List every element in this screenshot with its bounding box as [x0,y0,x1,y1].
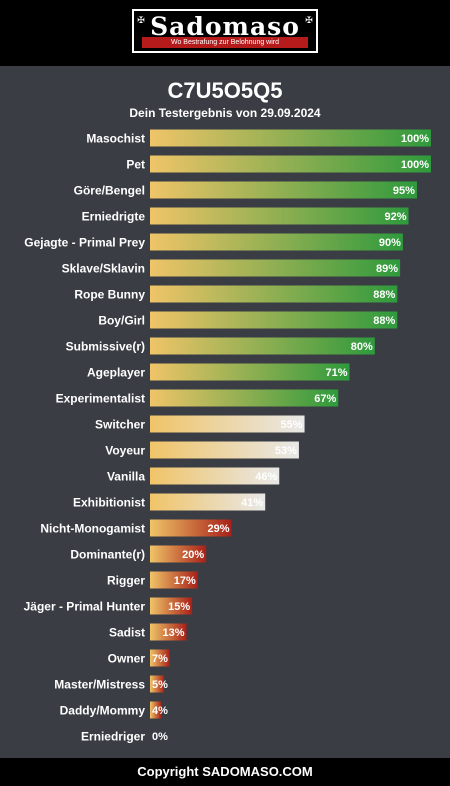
bar [150,545,207,563]
value-label: 5% [152,679,168,691]
value-label: 55% [281,419,303,431]
category-label: Pet [126,158,145,172]
category-label: Dominante(r) [70,548,145,562]
footer-copyright: Copyright SADOMASO.COM [0,758,450,786]
value-label: 67% [314,393,336,405]
value-label: 80% [351,341,373,353]
bar [150,207,409,225]
value-label: 71% [325,367,347,379]
category-label: Nicht-Monogamist [40,522,145,536]
category-label: Switcher [95,418,145,432]
value-label: 46% [255,471,277,483]
bar [150,415,305,433]
ornament-icon: ✠ [305,15,313,25]
header-bar: ✠ ✠ Sadomaso Wo Bestrafung zur Belohnung… [0,0,450,66]
category-label: Rope Bunny [74,288,145,302]
category-label: Ageplayer [87,366,145,380]
bar [150,441,299,459]
bar [150,519,232,537]
site-logo[interactable]: ✠ ✠ Sadomaso Wo Bestrafung zur Belohnung… [132,9,318,53]
result-bar-chart: Masochist 100% Pet 100% Göre/Bengel 95% Ernied… [24,129,431,744]
value-label: 90% [379,237,401,249]
ornament-icon: ✠ [137,15,145,25]
bar [150,649,170,667]
bar [150,181,417,199]
bar [150,597,193,615]
category-label: Owner [108,652,146,666]
category-label: Gejagte - Primal Prey [24,236,145,250]
category-label: Experimentalist [56,392,145,406]
category-label: Voyeur [105,444,145,458]
bar [150,571,198,589]
category-label: Master/Mistress [54,678,145,692]
category-label: Masochist [86,132,145,146]
category-label: Jäger - Primal Hunter [24,600,146,614]
result-title: C7U5O5Q5 [167,78,283,103]
bar [150,259,401,277]
category-label: Submissive(r) [66,340,145,354]
value-label: 29% [207,523,229,535]
result-subtitle: Dein Testergebnis von 29.09.2024 [129,106,321,120]
value-label: 4% [152,705,168,717]
category-label: Rigger [107,574,145,588]
value-label: 95% [393,185,415,197]
bar [150,233,403,251]
category-label: Boy/Girl [98,314,145,328]
value-label: 100% [401,159,429,171]
category-label: Erniedriger [81,730,145,744]
value-label: 53% [275,445,297,457]
category-label: Exhibitionist [73,496,145,510]
value-label: 92% [384,211,406,223]
bar [150,701,162,719]
category-label: Vanilla [107,470,145,484]
bar [150,623,187,641]
value-label: 100% [401,133,429,145]
value-label: 0% [152,731,168,743]
category-label: Sklave/Sklavin [62,262,145,276]
bar [150,675,165,693]
category-label: Erniedrigte [82,210,146,224]
value-label: 88% [373,289,395,301]
category-label: Sadist [109,626,145,640]
bar [150,129,431,147]
category-label: Daddy/Mommy [60,704,146,718]
value-label: 15% [168,601,190,613]
bar [150,467,280,485]
value-label: 13% [162,627,184,639]
logo-tagline: Wo Bestrafung zur Belohnung wird [142,37,308,48]
bar [150,311,398,329]
value-label: 20% [182,549,204,561]
logo-text: Sadomaso [150,12,300,41]
value-label: 89% [376,263,398,275]
value-label: 41% [241,497,263,509]
value-label: 17% [174,575,196,587]
bar [150,389,339,407]
category-label: Göre/Bengel [74,184,145,198]
value-label: 88% [373,315,395,327]
bar [150,493,266,511]
bar [150,337,375,355]
bar [150,363,350,381]
bar [150,285,398,303]
value-label: 7% [152,653,168,665]
bar [150,155,431,173]
